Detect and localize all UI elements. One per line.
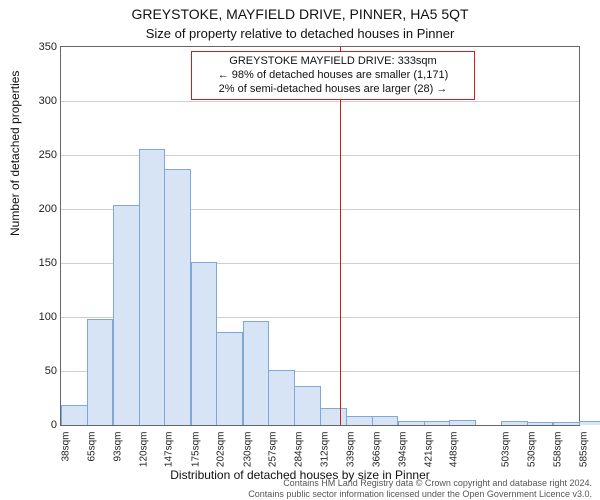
chart-container: GREYSTOKE, MAYFIELD DRIVE, PINNER, HA5 5…: [0, 0, 600, 500]
annotation-line-1: GREYSTOKE MAYFIELD DRIVE: 333sqm: [198, 55, 468, 69]
y-tick-label: 200: [27, 203, 57, 215]
histogram-bar: [294, 386, 321, 425]
y-tick-label: 150: [27, 257, 57, 269]
histogram-bar: [449, 420, 476, 425]
histogram-bar: [527, 422, 554, 425]
chart-title: GREYSTOKE, MAYFIELD DRIVE, PINNER, HA5 5…: [0, 6, 600, 22]
chart-subtitle: Size of property relative to detached ho…: [0, 26, 600, 41]
y-tick-label: 0: [27, 419, 57, 431]
histogram-bar: [579, 421, 600, 425]
y-axis-label: Number of detached properties: [8, 71, 22, 236]
y-tick-label: 300: [27, 95, 57, 107]
marker-line: [340, 47, 341, 425]
histogram-bar: [164, 169, 191, 425]
histogram-bar: [398, 421, 425, 425]
histogram-bar: [501, 421, 528, 425]
legal-notice: Contains HM Land Registry data © Crown c…: [248, 478, 592, 500]
histogram-bar: [424, 421, 451, 425]
histogram-bar: [61, 405, 88, 425]
gridline: [61, 101, 579, 102]
histogram-bar: [346, 416, 373, 425]
histogram-bar: [268, 370, 295, 425]
histogram-bar: [139, 149, 166, 425]
histogram-bar: [320, 408, 347, 425]
histogram-bar: [553, 422, 580, 425]
annotation-line-2: ← 98% of detached houses are smaller (1,…: [198, 69, 468, 83]
histogram-bar: [87, 319, 114, 425]
histogram-bar: [243, 321, 270, 425]
histogram-bar: [113, 205, 140, 425]
y-tick-label: 350: [27, 41, 57, 53]
legal-line-1: Contains HM Land Registry data © Crown c…: [248, 478, 592, 489]
legal-line-2: Contains public sector information licen…: [248, 489, 592, 500]
y-tick-label: 50: [27, 365, 57, 377]
annotation-line-3: 2% of semi-detached houses are larger (2…: [198, 83, 468, 97]
y-tick-label: 250: [27, 149, 57, 161]
histogram-bar: [216, 332, 243, 425]
histogram-bar: [372, 416, 399, 425]
annotation-box: GREYSTOKE MAYFIELD DRIVE: 333sqm← 98% of…: [191, 51, 475, 100]
plot-area: 05010015020025030035038sqm65sqm93sqm120s…: [60, 46, 580, 426]
y-tick-label: 100: [27, 311, 57, 323]
histogram-bar: [191, 262, 218, 425]
